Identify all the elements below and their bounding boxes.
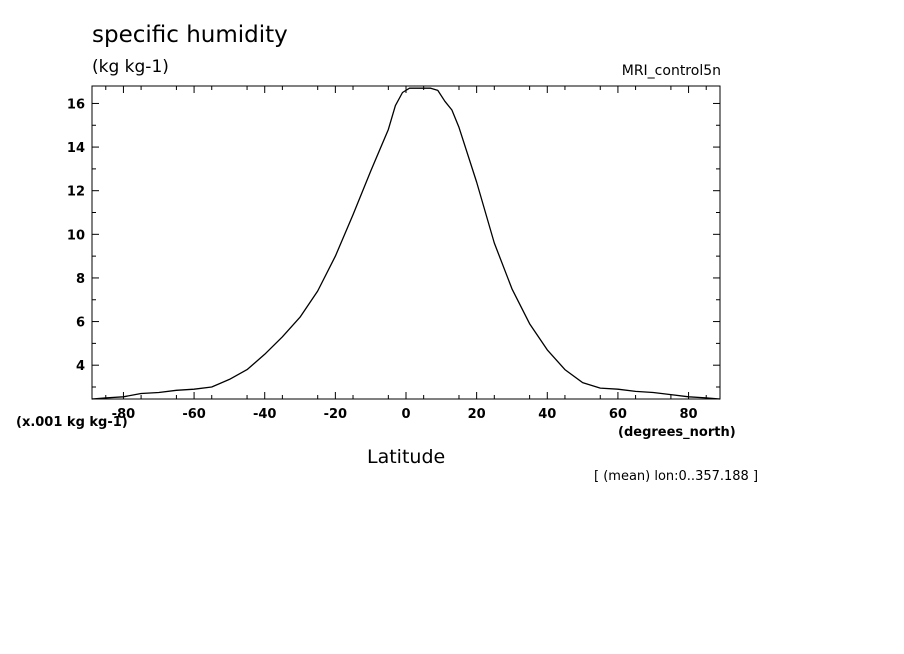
y-tick-label: 10 bbox=[67, 228, 85, 243]
plot-frame bbox=[91, 85, 721, 400]
x-tick-label: 20 bbox=[468, 407, 486, 422]
axis-ticks bbox=[92, 86, 720, 399]
series-line bbox=[91, 87, 721, 400]
x-tick-label: 60 bbox=[609, 407, 627, 422]
y-tick-label: 8 bbox=[76, 272, 85, 287]
x-tick-label: 40 bbox=[538, 407, 556, 422]
dataset-label: MRI_control5n bbox=[621, 63, 721, 79]
y-tick-label: 6 bbox=[76, 316, 85, 331]
y-tick-label: 4 bbox=[76, 359, 85, 374]
x-axis-label: Latitude bbox=[367, 446, 446, 468]
x-axis-units: (degrees_north) bbox=[618, 425, 736, 440]
scale-note: (x.001 kg kg-1) bbox=[16, 415, 128, 430]
chart-title: specific humidity bbox=[92, 22, 288, 48]
x-tick-label: 80 bbox=[680, 407, 698, 422]
x-tick-label: 0 bbox=[401, 407, 410, 422]
chart-units-label: (kg kg-1) bbox=[92, 57, 169, 77]
x-tick-label: -20 bbox=[324, 407, 348, 422]
x-tick-label: -40 bbox=[253, 407, 277, 422]
y-tick-label: 16 bbox=[67, 97, 85, 112]
tick-labels: -80 -60 -40 -20 0 20 40 60 80 4 6 8 10 12 14 16 bbox=[67, 97, 698, 422]
y-tick-label: 14 bbox=[67, 141, 85, 156]
subset-note: [ (mean) lon:0..357.188 ] bbox=[594, 469, 759, 484]
x-tick-label: -60 bbox=[182, 407, 206, 422]
y-tick-label: 12 bbox=[67, 185, 85, 200]
x-tick-label: -80 bbox=[112, 407, 136, 422]
